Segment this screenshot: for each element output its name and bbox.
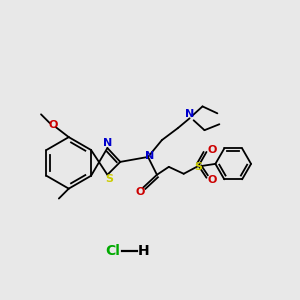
Text: O: O — [48, 120, 58, 130]
Text: O: O — [208, 145, 217, 155]
Text: O: O — [135, 187, 145, 196]
Text: H: H — [138, 244, 150, 258]
Text: S: S — [194, 162, 202, 172]
Text: Cl: Cl — [105, 244, 120, 258]
Text: S: S — [105, 174, 113, 184]
Text: N: N — [103, 138, 112, 148]
Text: N: N — [146, 151, 154, 161]
Text: N: N — [185, 109, 194, 119]
Text: O: O — [208, 175, 217, 185]
